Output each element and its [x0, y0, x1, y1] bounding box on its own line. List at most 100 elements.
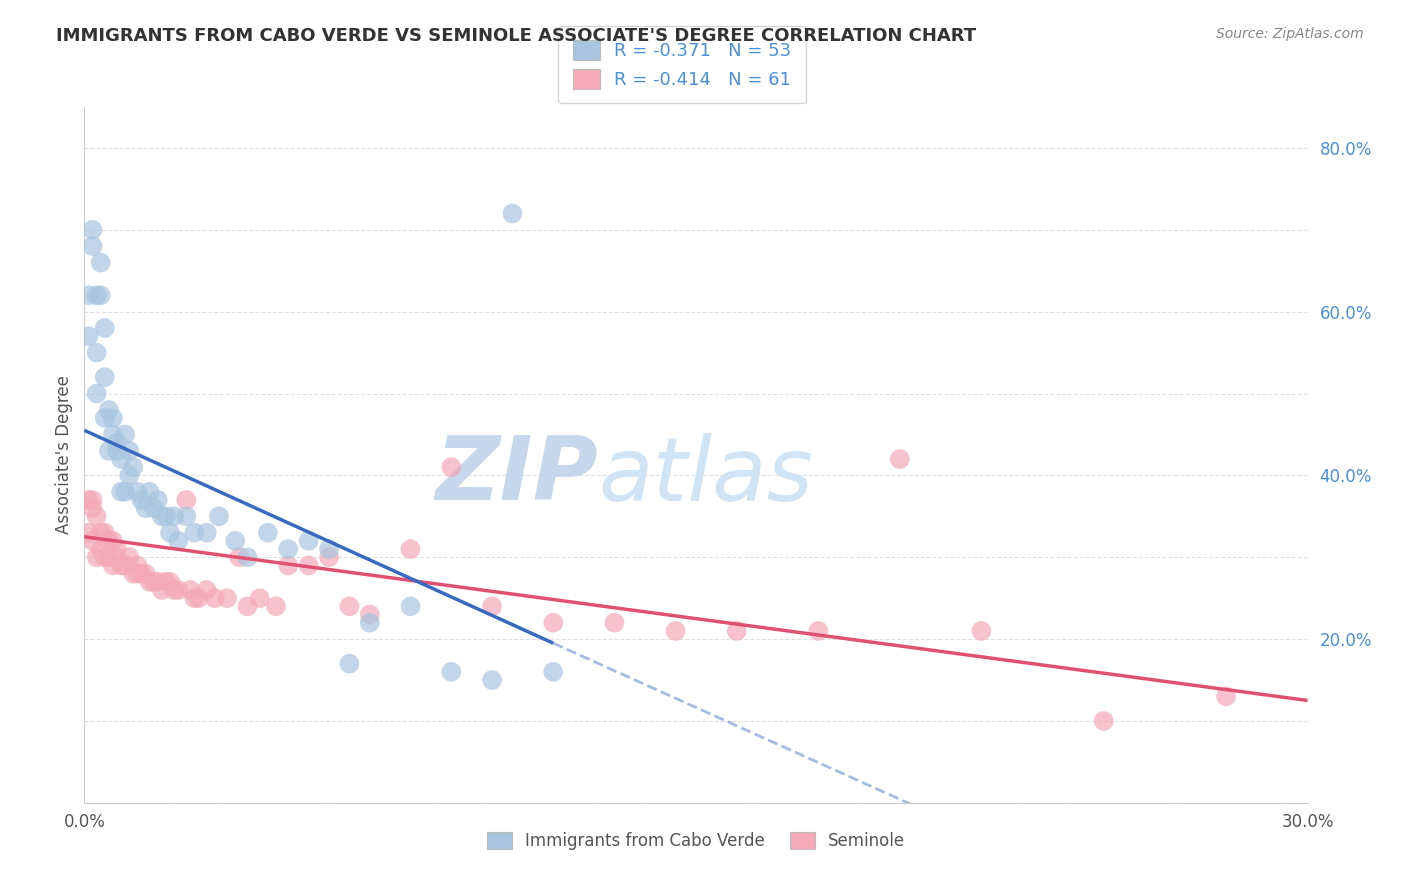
Point: [86, 288, 108, 302]
Point: [90, 542, 112, 557]
Point: [97, 533, 120, 548]
Point: [359, 607, 381, 622]
Point: [82, 239, 104, 253]
Point: [399, 599, 422, 614]
Text: atlas: atlas: [598, 433, 813, 519]
Point: [82, 223, 104, 237]
Point: [236, 550, 259, 565]
Point: [298, 533, 321, 548]
Point: [105, 443, 128, 458]
Point: [179, 582, 201, 597]
Y-axis label: Associate's Degree: Associate's Degree: [55, 376, 73, 534]
Point: [142, 501, 165, 516]
Point: [93, 321, 115, 335]
Point: [807, 624, 830, 638]
Point: [155, 574, 177, 589]
Point: [665, 624, 688, 638]
Point: [277, 558, 299, 573]
Point: [97, 550, 120, 565]
Point: [187, 591, 209, 606]
Point: [236, 599, 259, 614]
Point: [174, 509, 197, 524]
Point: [481, 599, 503, 614]
Point: [105, 550, 128, 565]
Point: [399, 542, 422, 557]
Point: [502, 206, 524, 220]
Point: [101, 558, 124, 573]
Point: [298, 558, 321, 573]
Point: [195, 582, 218, 597]
Point: [131, 492, 153, 507]
Text: ZIP: ZIP: [436, 433, 598, 519]
Point: [127, 558, 149, 573]
Point: [122, 566, 145, 581]
Point: [204, 591, 226, 606]
Point: [110, 452, 132, 467]
Point: [105, 435, 128, 450]
Point: [93, 525, 115, 540]
Point: [138, 574, 160, 589]
Point: [82, 501, 104, 516]
Point: [135, 566, 157, 581]
Point: [86, 345, 108, 359]
Point: [114, 558, 136, 573]
Point: [174, 492, 197, 507]
Point: [110, 484, 132, 499]
Point: [90, 288, 112, 302]
Point: [101, 427, 124, 442]
Point: [224, 533, 246, 548]
Point: [257, 525, 280, 540]
Legend: Immigrants from Cabo Verde, Seminole: Immigrants from Cabo Verde, Seminole: [479, 826, 912, 857]
Text: Source: ZipAtlas.com: Source: ZipAtlas.com: [1216, 27, 1364, 41]
Point: [90, 525, 112, 540]
Point: [159, 525, 181, 540]
Point: [77, 288, 100, 302]
Point: [131, 566, 153, 581]
Point: [90, 255, 112, 269]
Point: [167, 582, 190, 597]
Point: [146, 492, 169, 507]
Point: [93, 370, 115, 384]
Point: [127, 566, 149, 581]
Point: [1215, 690, 1237, 704]
Point: [97, 443, 120, 458]
Point: [228, 550, 250, 565]
Point: [105, 542, 128, 557]
Point: [150, 509, 173, 524]
Point: [118, 443, 141, 458]
Point: [318, 542, 340, 557]
Point: [440, 460, 463, 475]
Point: [77, 329, 100, 343]
Point: [481, 673, 503, 687]
Point: [264, 599, 287, 614]
Point: [150, 582, 173, 597]
Point: [86, 550, 108, 565]
Point: [543, 615, 565, 630]
Point: [208, 509, 231, 524]
Point: [77, 492, 100, 507]
Point: [118, 550, 141, 565]
Point: [86, 386, 108, 401]
Point: [118, 468, 141, 483]
Point: [440, 665, 463, 679]
Point: [122, 460, 145, 475]
Point: [82, 533, 104, 548]
Point: [114, 484, 136, 499]
Point: [114, 427, 136, 442]
Point: [543, 665, 565, 679]
Point: [155, 509, 177, 524]
Point: [97, 403, 120, 417]
Point: [127, 484, 149, 499]
Point: [277, 542, 299, 557]
Point: [163, 582, 186, 597]
Point: [249, 591, 271, 606]
Point: [110, 558, 132, 573]
Point: [163, 509, 186, 524]
Point: [359, 615, 381, 630]
Point: [93, 411, 115, 425]
Point: [603, 615, 626, 630]
Point: [339, 599, 361, 614]
Point: [318, 550, 340, 565]
Point: [101, 411, 124, 425]
Point: [183, 591, 205, 606]
